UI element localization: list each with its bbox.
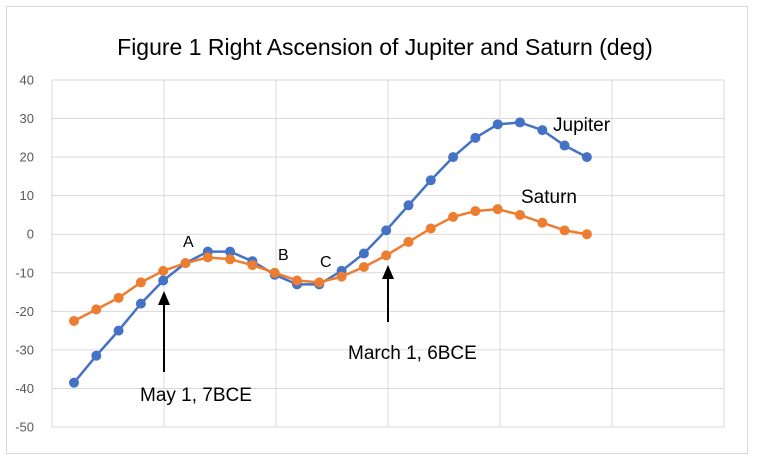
y-tick-label: 0 bbox=[27, 227, 34, 242]
data-point-saturn bbox=[314, 277, 325, 288]
data-point-jupiter bbox=[381, 225, 392, 236]
chart-title: Figure 1 Right Ascension of Jupiter and … bbox=[117, 34, 653, 60]
data-point-jupiter bbox=[537, 125, 548, 136]
data-point-saturn bbox=[537, 217, 548, 228]
data-point-saturn bbox=[515, 209, 525, 220]
series-layer bbox=[69, 117, 592, 388]
y-tick-label: 10 bbox=[20, 188, 34, 203]
y-tick-label: 30 bbox=[20, 111, 34, 126]
y-tick-label: -20 bbox=[15, 304, 34, 319]
data-point-jupiter bbox=[91, 350, 102, 361]
data-point-jupiter bbox=[581, 152, 592, 163]
data-point-saturn bbox=[358, 261, 369, 272]
data-point-saturn bbox=[492, 204, 503, 215]
data-point-jupiter bbox=[225, 246, 236, 257]
data-point-jupiter bbox=[113, 325, 124, 336]
data-point-saturn bbox=[69, 315, 79, 326]
data-point-saturn bbox=[559, 225, 570, 236]
y-tick-label: -40 bbox=[15, 381, 34, 396]
data-point-jupiter bbox=[158, 275, 169, 286]
grid bbox=[51, 79, 725, 428]
data-point-jupiter bbox=[515, 117, 525, 128]
data-point-jupiter bbox=[135, 298, 146, 309]
data-point-saturn bbox=[135, 277, 146, 288]
annotation-a: A bbox=[183, 234, 194, 251]
y-tick-label: 20 bbox=[20, 150, 34, 165]
data-point-saturn bbox=[269, 267, 280, 278]
series-line-jupiter bbox=[73, 121, 588, 384]
arrow-march-head bbox=[382, 265, 394, 279]
series-label-saturn: Saturn bbox=[521, 187, 577, 208]
y-axis-ticks: 40 30 20 10 0 -10 -20 -30 -40 -50 bbox=[15, 73, 34, 435]
data-point-saturn bbox=[470, 206, 481, 217]
data-point-saturn bbox=[381, 250, 392, 261]
arrow-may bbox=[158, 291, 170, 372]
data-point-saturn bbox=[113, 292, 124, 303]
data-point-saturn bbox=[91, 304, 102, 315]
data-point-saturn bbox=[158, 265, 169, 276]
data-point-jupiter bbox=[358, 248, 369, 259]
annotation-march: March 1, 6BCE bbox=[348, 343, 477, 364]
data-point-jupiter bbox=[69, 377, 79, 388]
arrow-march bbox=[382, 265, 394, 322]
data-point-saturn bbox=[403, 236, 414, 247]
data-point-saturn bbox=[292, 275, 302, 286]
y-tick-label: 40 bbox=[20, 73, 34, 88]
data-point-jupiter bbox=[448, 152, 459, 163]
data-point-jupiter bbox=[403, 200, 414, 211]
data-point-saturn bbox=[247, 260, 258, 271]
data-point-jupiter bbox=[559, 140, 570, 151]
data-point-saturn bbox=[180, 258, 191, 269]
series-label-jupiter: Jupiter bbox=[553, 115, 611, 136]
y-tick-label: -10 bbox=[15, 265, 34, 280]
data-point-saturn bbox=[202, 252, 213, 263]
data-point-saturn bbox=[581, 229, 592, 240]
data-point-saturn bbox=[425, 223, 436, 234]
y-tick-label: -50 bbox=[15, 420, 34, 435]
data-point-saturn bbox=[448, 211, 459, 222]
data-point-jupiter bbox=[425, 175, 436, 186]
data-point-saturn bbox=[225, 254, 236, 265]
data-point-jupiter bbox=[470, 132, 481, 143]
annotation-c: C bbox=[320, 254, 332, 271]
annotation-b: B bbox=[278, 247, 289, 264]
arrow-may-head bbox=[158, 291, 170, 305]
y-tick-label: -30 bbox=[15, 342, 34, 357]
data-point-jupiter bbox=[492, 119, 503, 130]
chart-frame bbox=[6, 6, 748, 454]
data-point-saturn bbox=[336, 271, 347, 282]
annotation-may: May 1, 7BCE bbox=[140, 385, 252, 406]
